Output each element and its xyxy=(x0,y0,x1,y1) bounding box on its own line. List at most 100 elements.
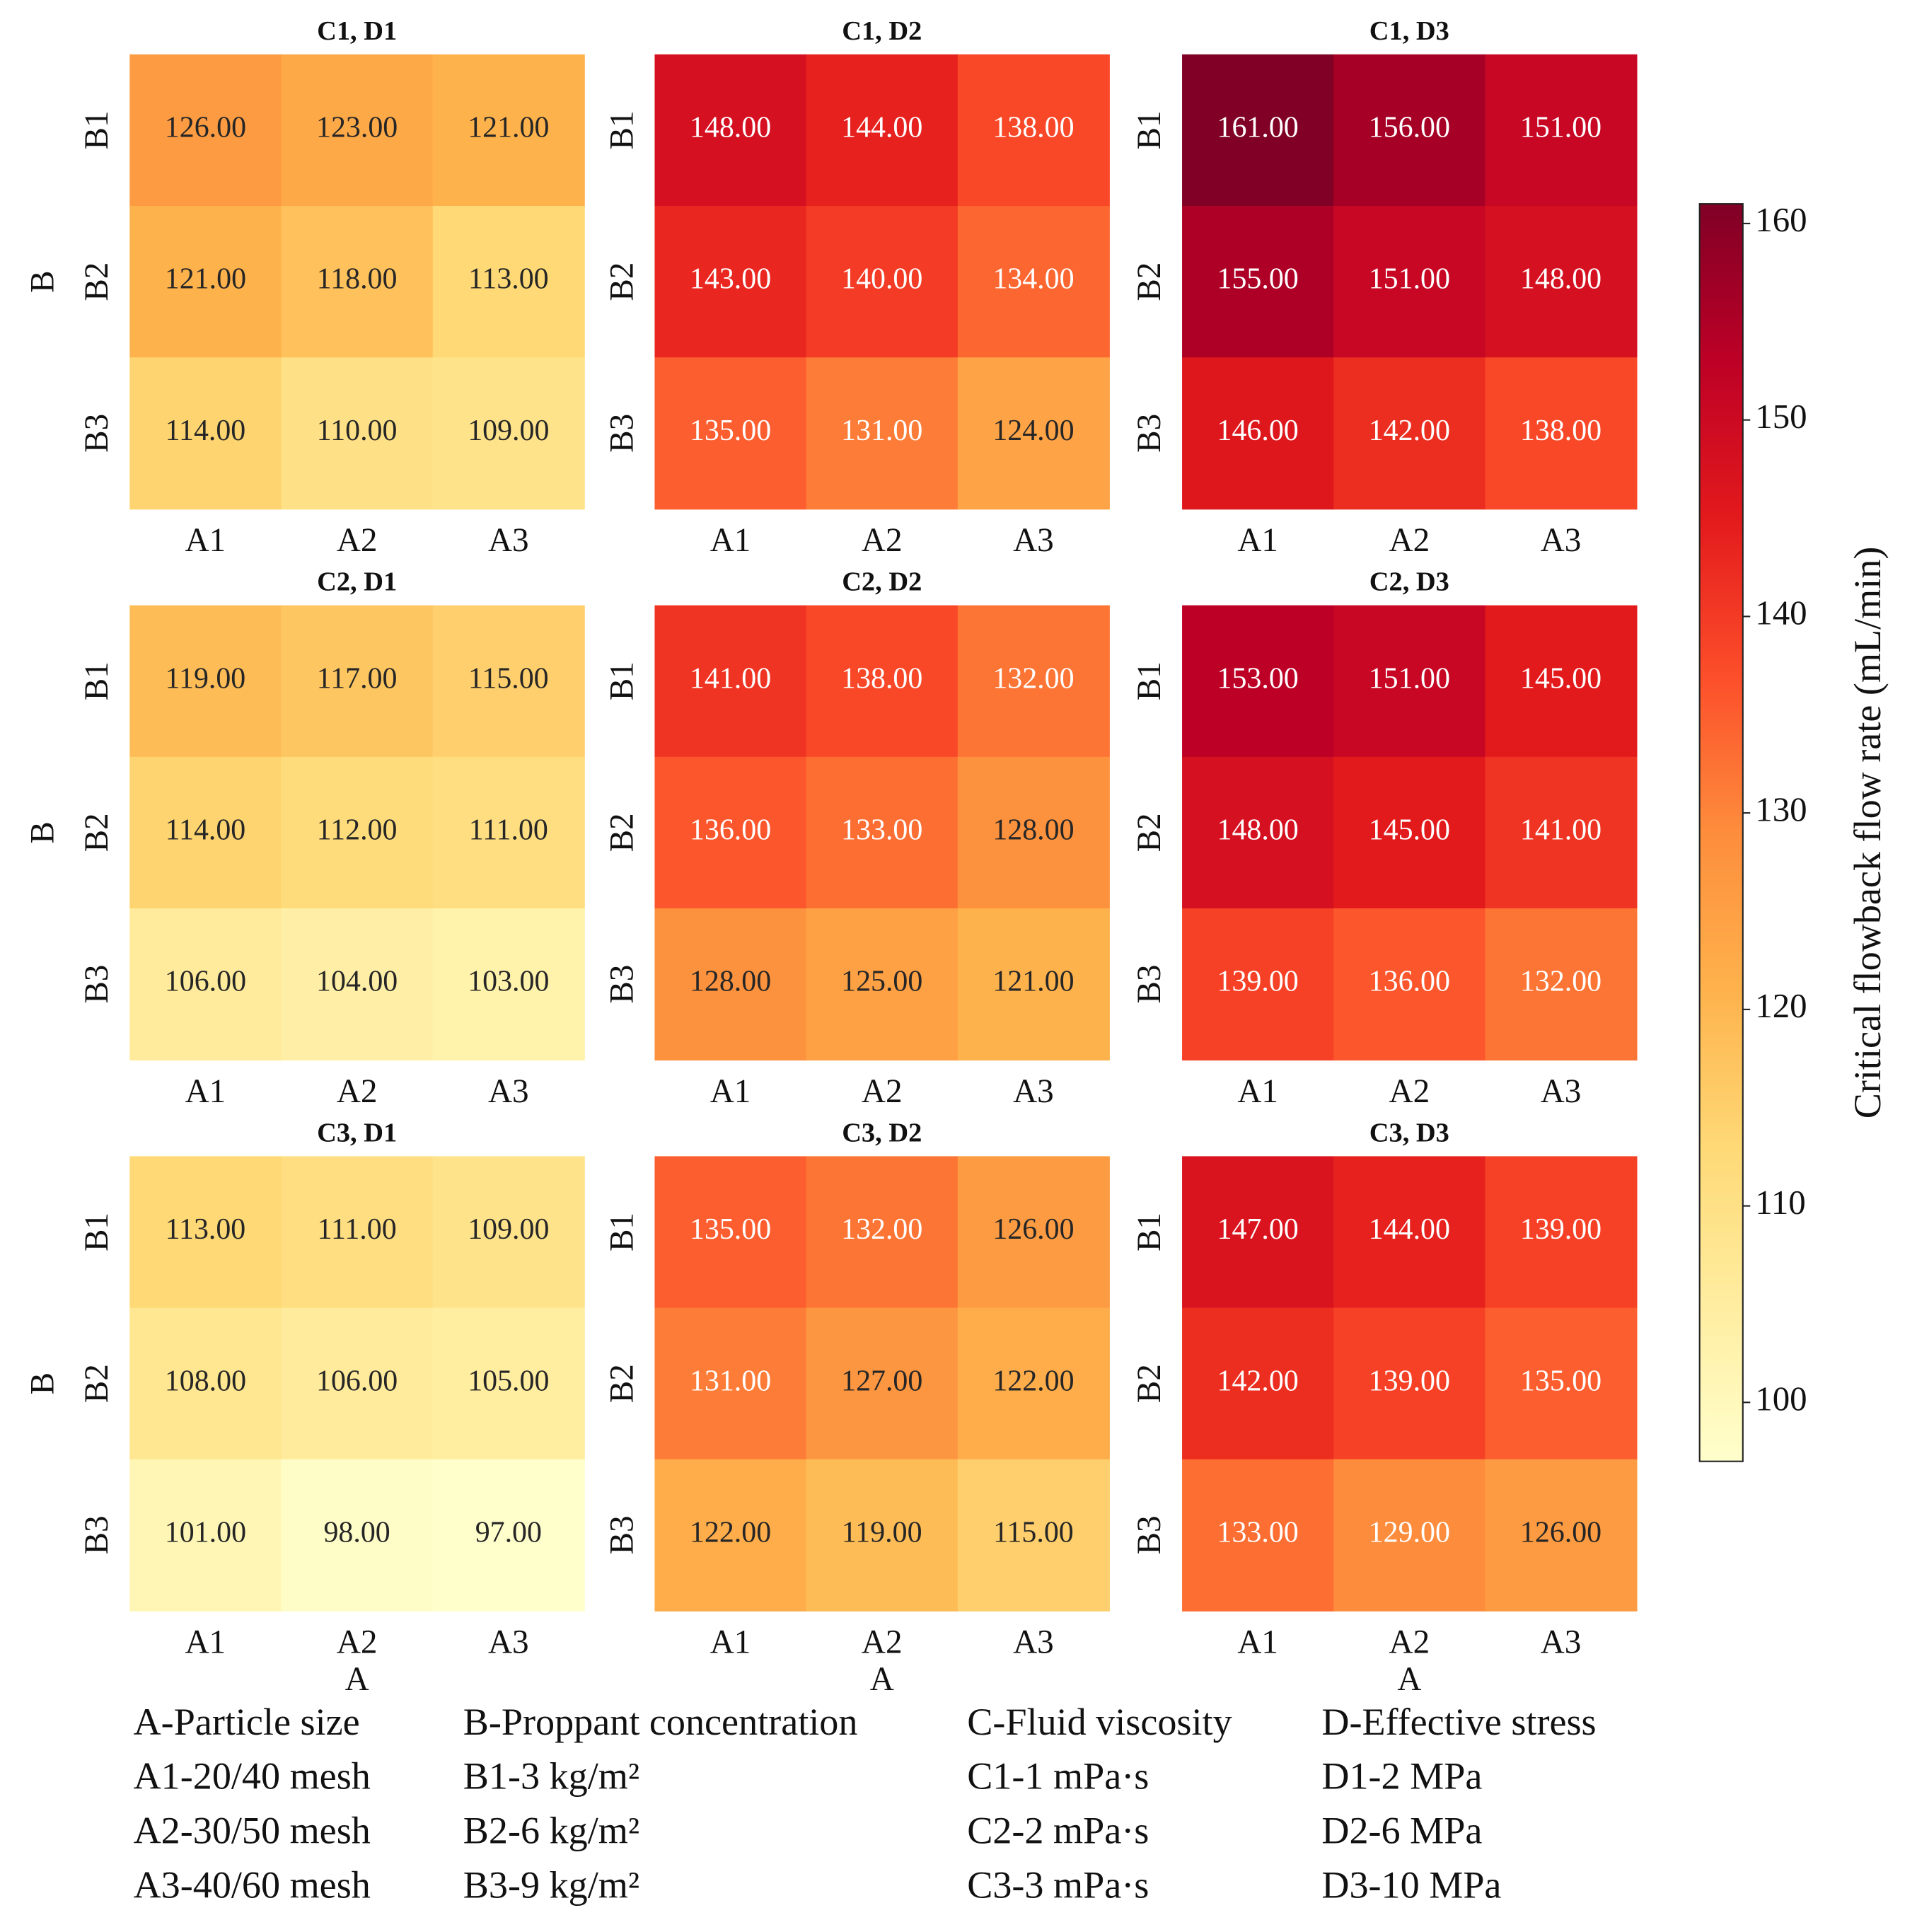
colorbar xyxy=(1698,203,1744,1462)
colorbar-tick-label: 100 xyxy=(1755,1379,1807,1418)
cell-label: 141.00 xyxy=(1520,814,1602,847)
panel-title: C2, D3 xyxy=(1369,567,1449,597)
cell-label: 105.00 xyxy=(468,1365,549,1397)
cell-label: 111.00 xyxy=(318,1213,397,1246)
cell-label: 146.00 xyxy=(1217,415,1299,447)
heat-cell xyxy=(957,206,1110,359)
cell-label: 140.00 xyxy=(841,263,922,296)
cell-label: 151.00 xyxy=(1520,112,1602,144)
heat-cell xyxy=(432,54,585,207)
y-tick-label: B2 xyxy=(1131,813,1168,852)
cell-label: 128.00 xyxy=(992,814,1074,847)
heat-cell xyxy=(1182,1156,1335,1309)
heat-cell xyxy=(281,756,434,909)
y-tick-label: B3 xyxy=(1131,965,1168,1004)
heat-cell xyxy=(1485,1307,1638,1460)
x-tick-label: A1 xyxy=(1237,522,1278,559)
cell-label: 155.00 xyxy=(1217,263,1299,296)
colorbar-tick-label: 150 xyxy=(1755,397,1807,436)
y-tick-label: B1 xyxy=(603,661,640,700)
y-tick-label: B1 xyxy=(1131,661,1168,700)
legend-text: C1-1 mPa·s xyxy=(967,1755,1149,1798)
heat-cell xyxy=(281,1459,434,1612)
cell-label: 115.00 xyxy=(468,662,549,695)
heat-cell xyxy=(806,357,958,510)
x-tick-label: A1 xyxy=(1237,1073,1278,1110)
legend-text: D3-10 MPa xyxy=(1321,1863,1501,1906)
cell-label: 125.00 xyxy=(841,966,922,998)
legend-text: D-Effective stress xyxy=(1321,1701,1596,1743)
cell-label: 112.00 xyxy=(317,814,398,847)
x-tick-label: A1 xyxy=(185,1624,226,1661)
x-tick-label: A1 xyxy=(710,522,751,559)
heat-cell xyxy=(281,1156,434,1309)
heat-cell xyxy=(806,1459,958,1612)
legend-text: C-Fluid viscosity xyxy=(967,1701,1232,1743)
x-tick-label: A2 xyxy=(337,522,378,559)
x-axis-label: A xyxy=(345,1661,369,1698)
cell-label: 114.00 xyxy=(166,415,246,447)
cell-label: 122.00 xyxy=(690,1516,771,1549)
y-tick-label: B2 xyxy=(79,1364,115,1403)
cell-label: 118.00 xyxy=(317,263,398,296)
heat-cell xyxy=(1182,1307,1335,1460)
heat-cell xyxy=(129,605,282,758)
x-tick-label: A2 xyxy=(1389,522,1430,559)
cell-label: 121.00 xyxy=(468,112,549,144)
heat-cell xyxy=(654,206,807,359)
heat-cell xyxy=(654,1156,807,1309)
x-axis-label: A xyxy=(1397,1661,1421,1698)
y-tick-label: B3 xyxy=(603,1515,640,1554)
cell-label: 108.00 xyxy=(165,1365,246,1397)
x-tick-label: A2 xyxy=(337,1073,378,1110)
heat-cell xyxy=(806,1156,958,1309)
cell-label: 135.00 xyxy=(1520,1365,1602,1397)
cell-label: 101.00 xyxy=(165,1516,246,1549)
cell-label: 145.00 xyxy=(1369,814,1450,847)
heat-cell xyxy=(654,1307,807,1460)
panel-title: C1, D2 xyxy=(842,16,922,46)
heat-cell xyxy=(1333,1156,1486,1309)
panel-title: C3, D1 xyxy=(317,1118,397,1148)
heat-cell xyxy=(1182,206,1335,359)
heat-cell xyxy=(1333,54,1486,207)
x-tick-label: A2 xyxy=(337,1624,378,1661)
x-tick-label: A3 xyxy=(488,522,529,559)
heat-cell xyxy=(281,54,434,207)
x-tick-label: A3 xyxy=(1541,522,1582,559)
cell-label: 156.00 xyxy=(1369,112,1450,144)
heat-cell xyxy=(1182,1459,1335,1612)
heat-cell xyxy=(957,756,1110,909)
cell-label: 103.00 xyxy=(468,966,549,998)
y-tick-label: B2 xyxy=(603,813,640,852)
y-tick-label: B2 xyxy=(603,262,640,301)
heat-cell xyxy=(806,756,958,909)
heat-cell xyxy=(806,605,958,758)
y-axis-label: B xyxy=(24,821,61,843)
cell-label: 106.00 xyxy=(165,966,246,998)
y-tick-label: B1 xyxy=(1131,1213,1168,1251)
heat-cell xyxy=(432,908,585,1061)
cell-label: 127.00 xyxy=(841,1365,922,1397)
cell-label: 129.00 xyxy=(1369,1516,1450,1549)
heat-cell xyxy=(957,908,1110,1061)
cell-label: 123.00 xyxy=(316,112,398,144)
heat-cell xyxy=(957,605,1110,758)
legend-text: B3-9 kg/m² xyxy=(463,1863,639,1906)
y-tick-label: B1 xyxy=(1131,110,1168,149)
heat-cell xyxy=(654,357,807,510)
cell-label: 109.00 xyxy=(468,1213,549,1246)
legend-text: A3-40/60 mesh xyxy=(134,1863,371,1906)
cell-label: 135.00 xyxy=(690,415,771,447)
cell-label: 110.00 xyxy=(317,415,398,447)
cell-label: 141.00 xyxy=(690,662,771,695)
legend-text: A2-30/50 mesh xyxy=(134,1809,371,1851)
cell-label: 121.00 xyxy=(992,966,1074,998)
cell-label: 144.00 xyxy=(841,112,922,144)
heat-cell xyxy=(432,1156,585,1309)
y-tick-label: B1 xyxy=(79,110,115,149)
cell-label: 113.00 xyxy=(468,263,549,296)
heat-cell xyxy=(1182,357,1335,510)
cell-label: 98.00 xyxy=(323,1516,390,1549)
heat-cell xyxy=(654,1459,807,1612)
